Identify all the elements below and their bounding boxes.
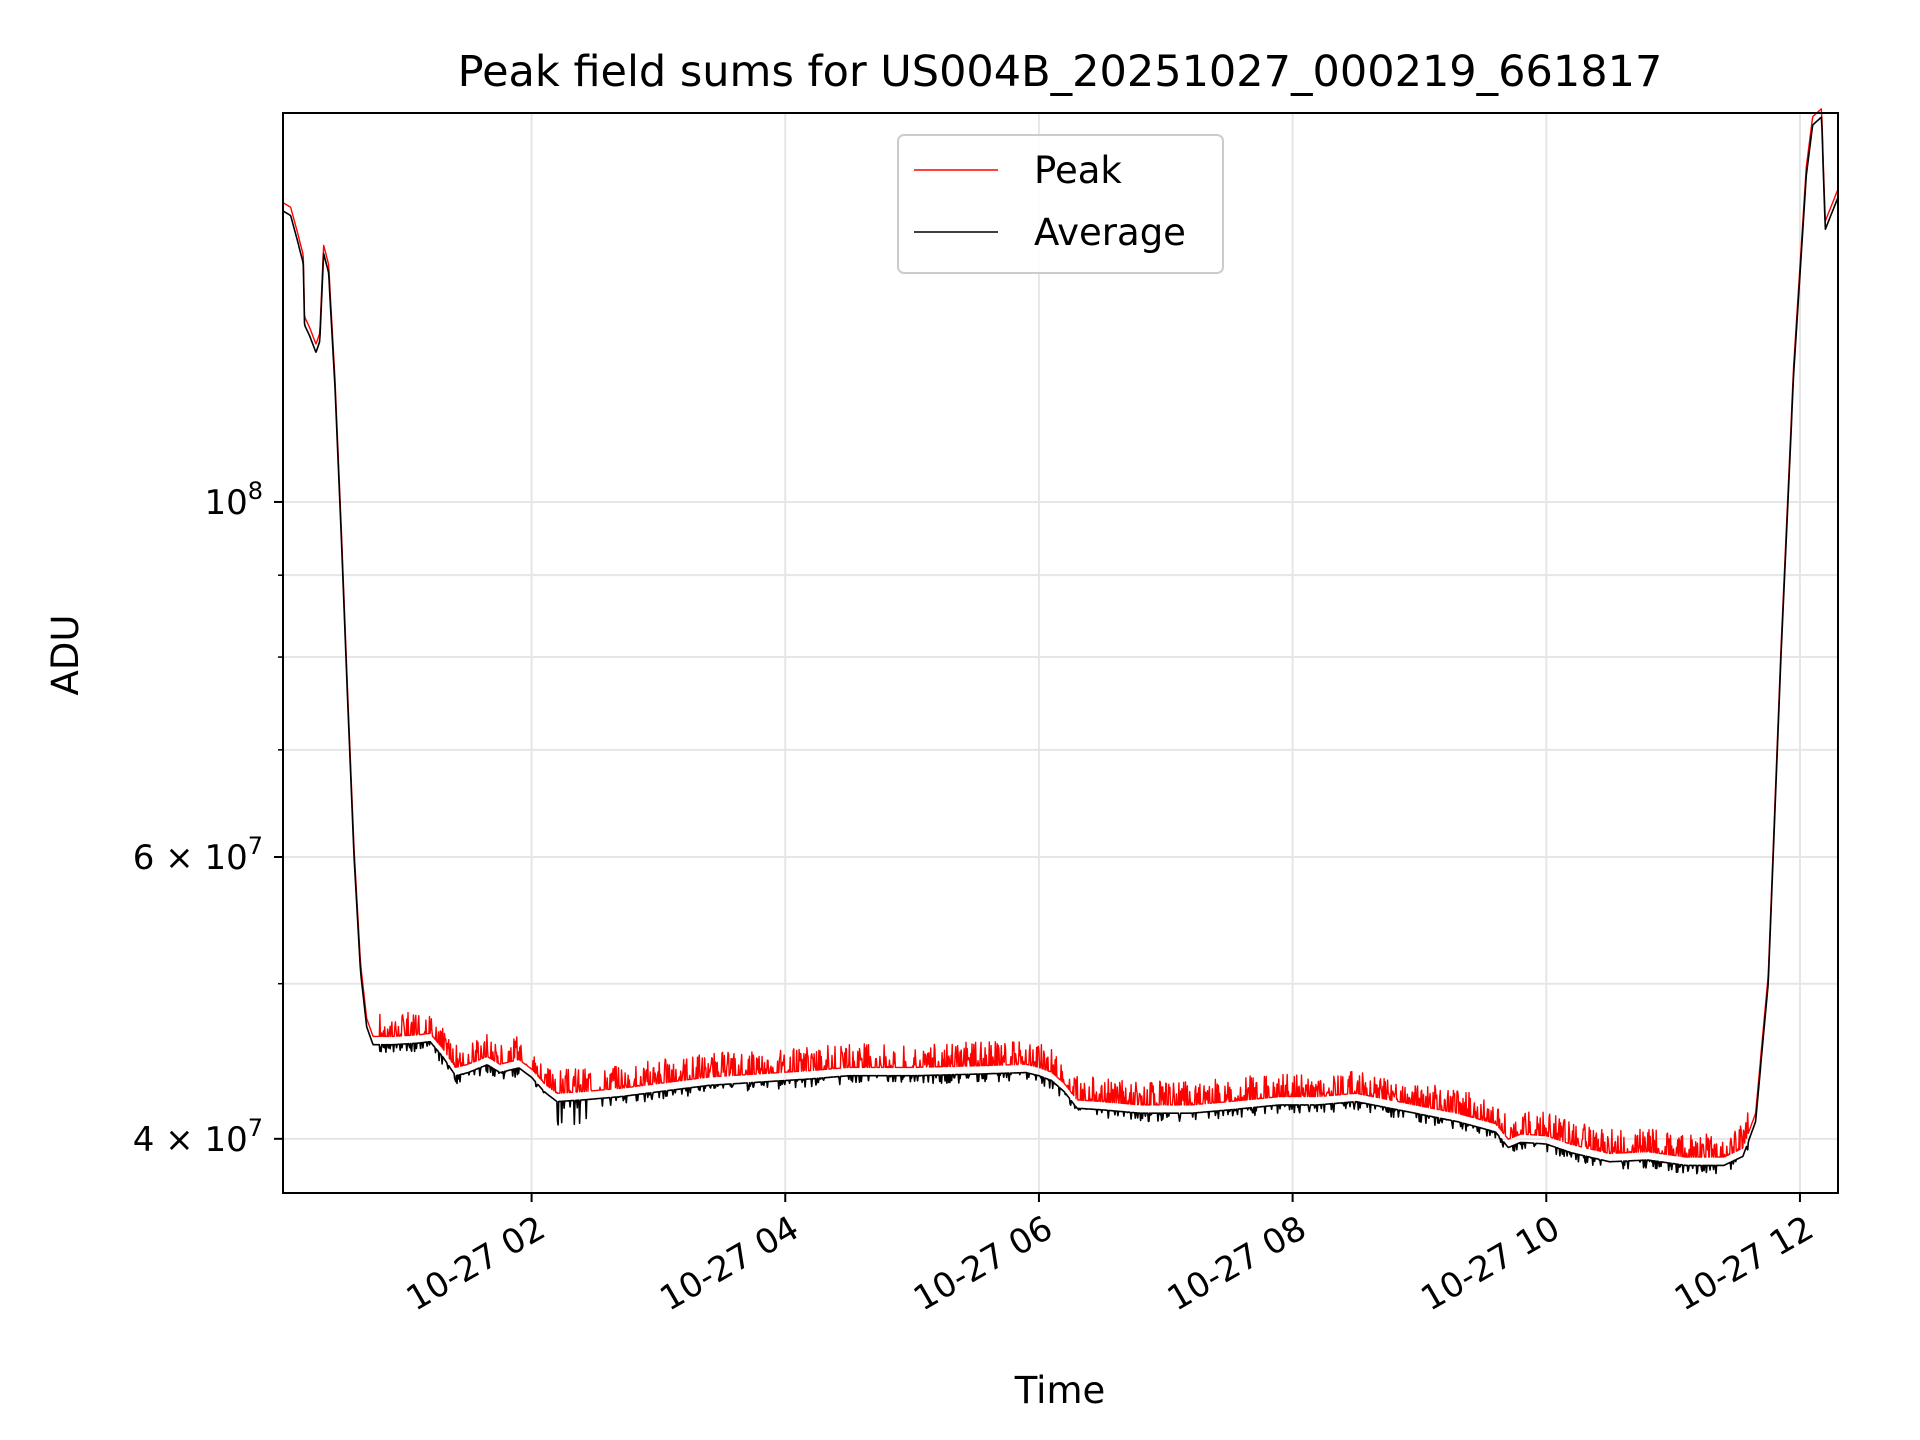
plot-frame: [282, 112, 1839, 1194]
y-tick-label: 108: [204, 477, 263, 523]
legend-label-average: Average: [1034, 211, 1186, 254]
series-line-peak: [282, 108, 1839, 1158]
x-axis-label: Time: [1014, 1369, 1106, 1412]
series-layer: [282, 108, 1839, 1175]
series-line-average: [282, 116, 1839, 1175]
chart-title: Peak field sums for US004B_20251027_0002…: [458, 47, 1663, 97]
y-axis-label: ADU: [44, 615, 87, 696]
legend: Peak Average: [897, 134, 1224, 274]
grid: [283, 113, 1838, 1193]
y-tick-label: 4 × 107: [133, 1114, 263, 1160]
y-tick-label: 6 × 107: [133, 832, 263, 878]
legend-label-peak: Peak: [1034, 149, 1122, 192]
